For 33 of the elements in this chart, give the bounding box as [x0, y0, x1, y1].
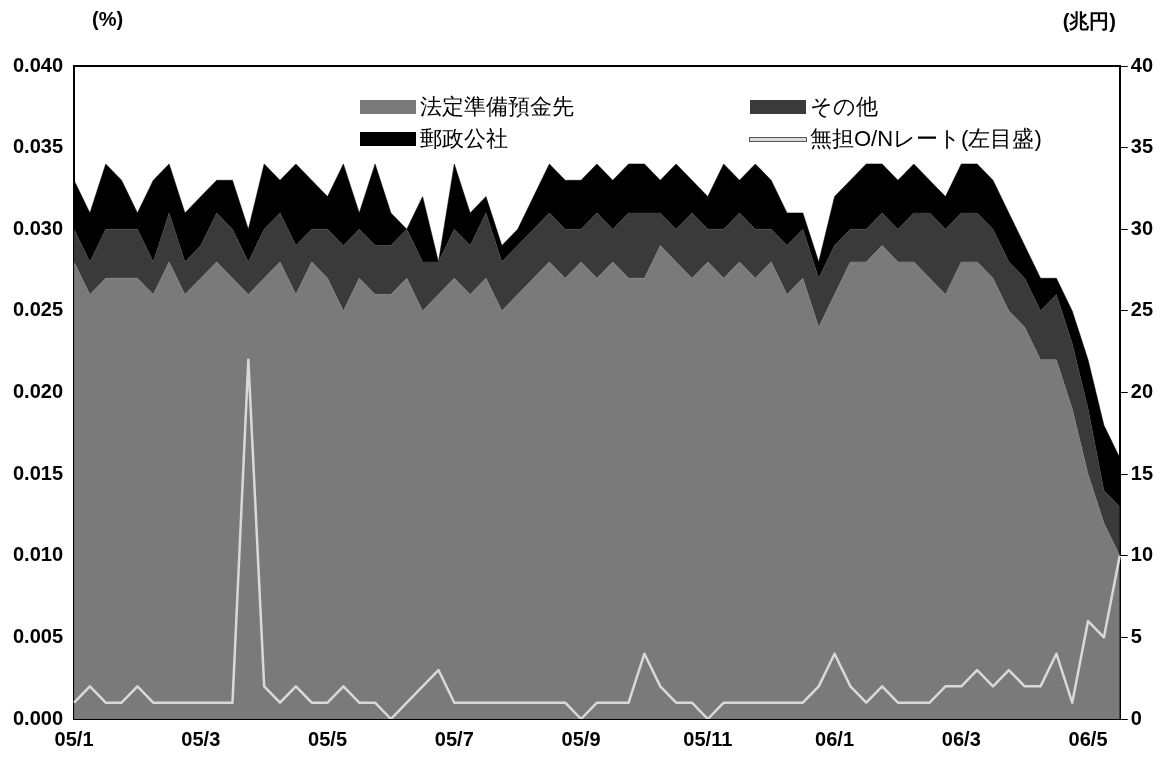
y-tick-label: 0.035 — [12, 135, 64, 158]
y-tick-label: 0.025 — [12, 298, 64, 321]
x-tick-label: 05/1 — [54, 727, 94, 750]
y2-tick-label: 20 — [1130, 380, 1153, 403]
y2-tick-label: 30 — [1130, 216, 1153, 239]
y-tick-label: 0.030 — [12, 216, 64, 239]
x-tick-label: 06/3 — [941, 727, 981, 750]
x-tick-label: 06/5 — [1068, 727, 1108, 750]
legend-label: その他 — [810, 93, 878, 121]
y-tick-label: 0.000 — [12, 706, 64, 729]
y2-tick-label: 10 — [1130, 543, 1153, 566]
y-axis-title: (%) — [92, 8, 124, 31]
x-tick-label: 05/9 — [561, 727, 601, 750]
y2-tick-label: 25 — [1130, 298, 1153, 321]
y2-tick-label: 15 — [1130, 461, 1153, 484]
x-tick-label: 05/7 — [434, 727, 474, 750]
y2-tick-label: 40 — [1130, 53, 1153, 76]
y2-tick-label: 35 — [1130, 135, 1153, 158]
y2-axis-title: (兆円) — [1062, 9, 1116, 34]
legend-label: 無担O/Nレート(左目盛) — [810, 125, 1042, 153]
y-tick-label: 0.040 — [12, 53, 64, 76]
y-tick-label: 0.020 — [12, 380, 64, 403]
legend-label: 郵政公社 — [420, 125, 508, 153]
x-tick-label: 05/3 — [181, 727, 221, 750]
y-tick-label: 0.010 — [12, 543, 64, 566]
y-tick-label: 0.015 — [12, 461, 64, 484]
x-tick-label: 05/11 — [683, 727, 733, 750]
y2-tick-label: 5 — [1130, 624, 1142, 647]
y2-tick-label: 0 — [1130, 706, 1142, 729]
y-tick-label: 0.005 — [12, 624, 64, 647]
x-tick-label: 05/5 — [308, 727, 348, 750]
legend-label: 法定準備預金先 — [420, 93, 574, 121]
x-tick-label: 06/1 — [815, 727, 855, 750]
